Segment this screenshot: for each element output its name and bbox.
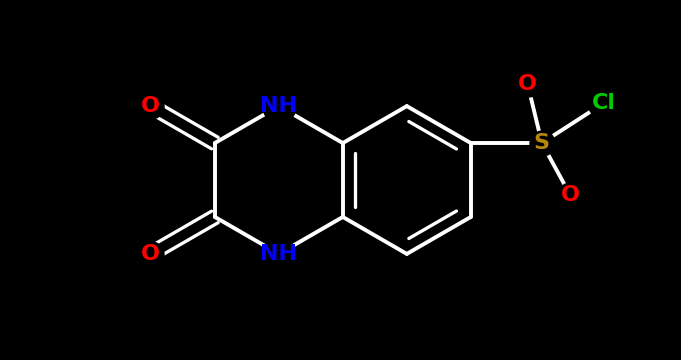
Text: NH: NH (260, 96, 298, 116)
Text: Cl: Cl (591, 93, 616, 113)
Text: O: O (142, 96, 160, 116)
Text: O: O (560, 185, 580, 205)
Text: NH: NH (260, 244, 298, 264)
Text: O: O (518, 74, 537, 94)
Text: S: S (534, 133, 550, 153)
Text: O: O (142, 244, 160, 264)
